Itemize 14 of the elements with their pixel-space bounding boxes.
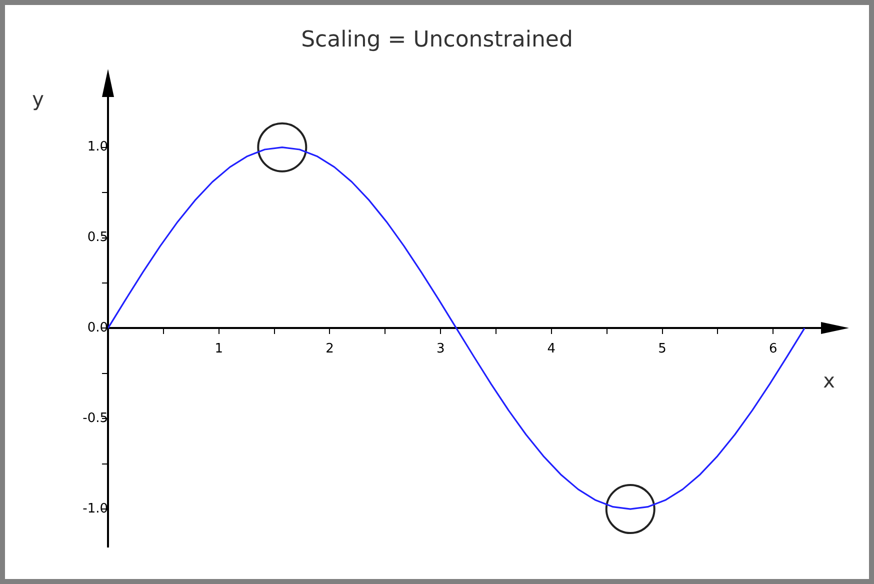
x-tick-label: 1 <box>214 341 223 356</box>
y-tick-label: -1.0 <box>82 501 108 516</box>
x-tick-label: 2 <box>326 341 334 356</box>
y-tick-label: 0.0 <box>87 320 108 336</box>
x-axis-title: x <box>823 368 836 392</box>
y-axis-title: y <box>32 87 44 112</box>
x-tick-label: 3 <box>436 341 445 356</box>
x-tick-label: 4 <box>547 341 556 356</box>
y-tick-label: 1.0 <box>87 140 108 155</box>
y-tick-label: -0.5 <box>82 410 108 426</box>
chart-title: Scaling = Unconstrained <box>301 28 573 53</box>
x-tick-label: 6 <box>769 341 778 356</box>
x-tick-label: 5 <box>658 341 666 356</box>
y-tick-label: 0.5 <box>87 230 108 246</box>
